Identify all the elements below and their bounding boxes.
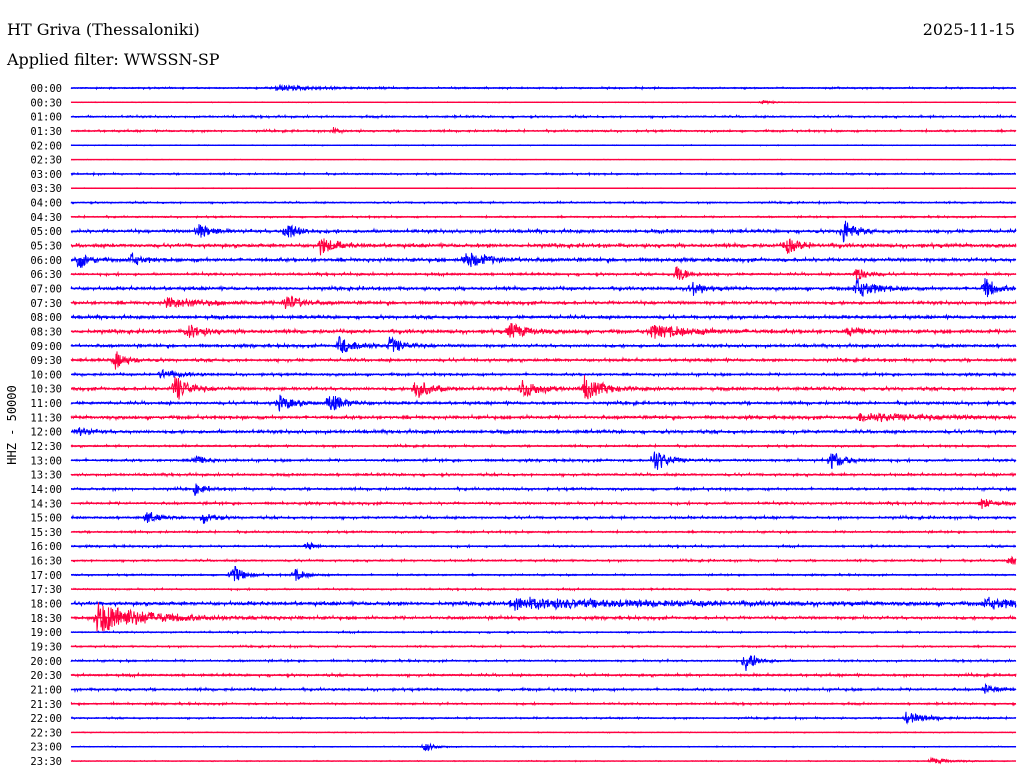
row-time-label: 13:00: [30, 455, 62, 467]
station-title: HT Griva (Thessaloniki): [7, 20, 200, 39]
row-time-label: 18:00: [30, 599, 62, 611]
row-time-label: 20:00: [30, 656, 62, 668]
row-time-label: 19:30: [30, 641, 62, 653]
row-time-label: 22:30: [30, 727, 62, 739]
row-time-label: 09:30: [30, 355, 62, 367]
trace-row: [70, 266, 1017, 280]
row-time-label: 11:30: [30, 412, 62, 424]
row-time-label: 18:30: [30, 613, 62, 625]
row-time-label: 02:30: [30, 155, 62, 167]
row-time-label: 23:30: [30, 756, 62, 768]
filter-label: Applied filter: WWSSN-SP: [7, 50, 220, 69]
row-time-label: 04:30: [30, 212, 62, 224]
row-time-label: 03:30: [30, 183, 62, 195]
row-time-label: 12:30: [30, 441, 62, 453]
row-time-label: 21:30: [30, 699, 62, 711]
row-time-label: 01:30: [30, 126, 62, 138]
row-time-label: 03:00: [30, 169, 62, 181]
row-time-label: 19:00: [30, 627, 62, 639]
trace-row: [71, 566, 1017, 582]
row-time-label: 10:30: [30, 384, 62, 396]
trace-row: [70, 602, 1017, 632]
row-time-label: 17:30: [30, 584, 62, 596]
row-time-label: 14:30: [30, 498, 62, 510]
row-time-label: 12:00: [30, 427, 62, 439]
row-time-label: 00:00: [30, 83, 62, 95]
row-time-label: 04:00: [30, 198, 62, 210]
row-time-label: 06:00: [30, 255, 62, 267]
row-time-label: 13:30: [30, 470, 62, 482]
row-time-label: 08:00: [30, 312, 62, 324]
row-time-label: 15:00: [30, 513, 62, 525]
date-label: 2025-11-15: [922, 20, 1015, 39]
row-time-label: 16:30: [30, 556, 62, 568]
row-time-label: 05:30: [30, 241, 62, 253]
row-time-label: 17:00: [30, 570, 62, 582]
row-time-label: 14:00: [30, 484, 62, 496]
trace-row: [70, 335, 1017, 354]
trace-row: [70, 278, 1017, 298]
row-time-label: 07:30: [30, 298, 62, 310]
row-time-label: 00:30: [30, 97, 62, 109]
trace-row: [71, 375, 1017, 400]
row-time-label: 21:00: [30, 684, 62, 696]
row-time-label: 22:00: [30, 713, 62, 725]
row-time-label: 09:00: [30, 341, 62, 353]
row-time-label: 10:00: [30, 369, 62, 381]
row-time-label: 08:30: [30, 326, 62, 338]
row-time-label: 15:30: [30, 527, 62, 539]
row-time-label: 05:00: [30, 226, 62, 238]
trace-row: [70, 655, 1017, 672]
row-time-label: 11:00: [30, 398, 62, 410]
row-time-label: 20:30: [30, 670, 62, 682]
row-time-label: 16:00: [30, 541, 62, 553]
row-time-label: 23:00: [30, 742, 62, 754]
row-time-label: 07:00: [30, 283, 62, 295]
trace-row: [70, 238, 1017, 256]
row-time-label: 01:00: [30, 112, 62, 124]
row-time-label: 02:00: [30, 140, 62, 152]
row-time-label: 06:30: [30, 269, 62, 281]
